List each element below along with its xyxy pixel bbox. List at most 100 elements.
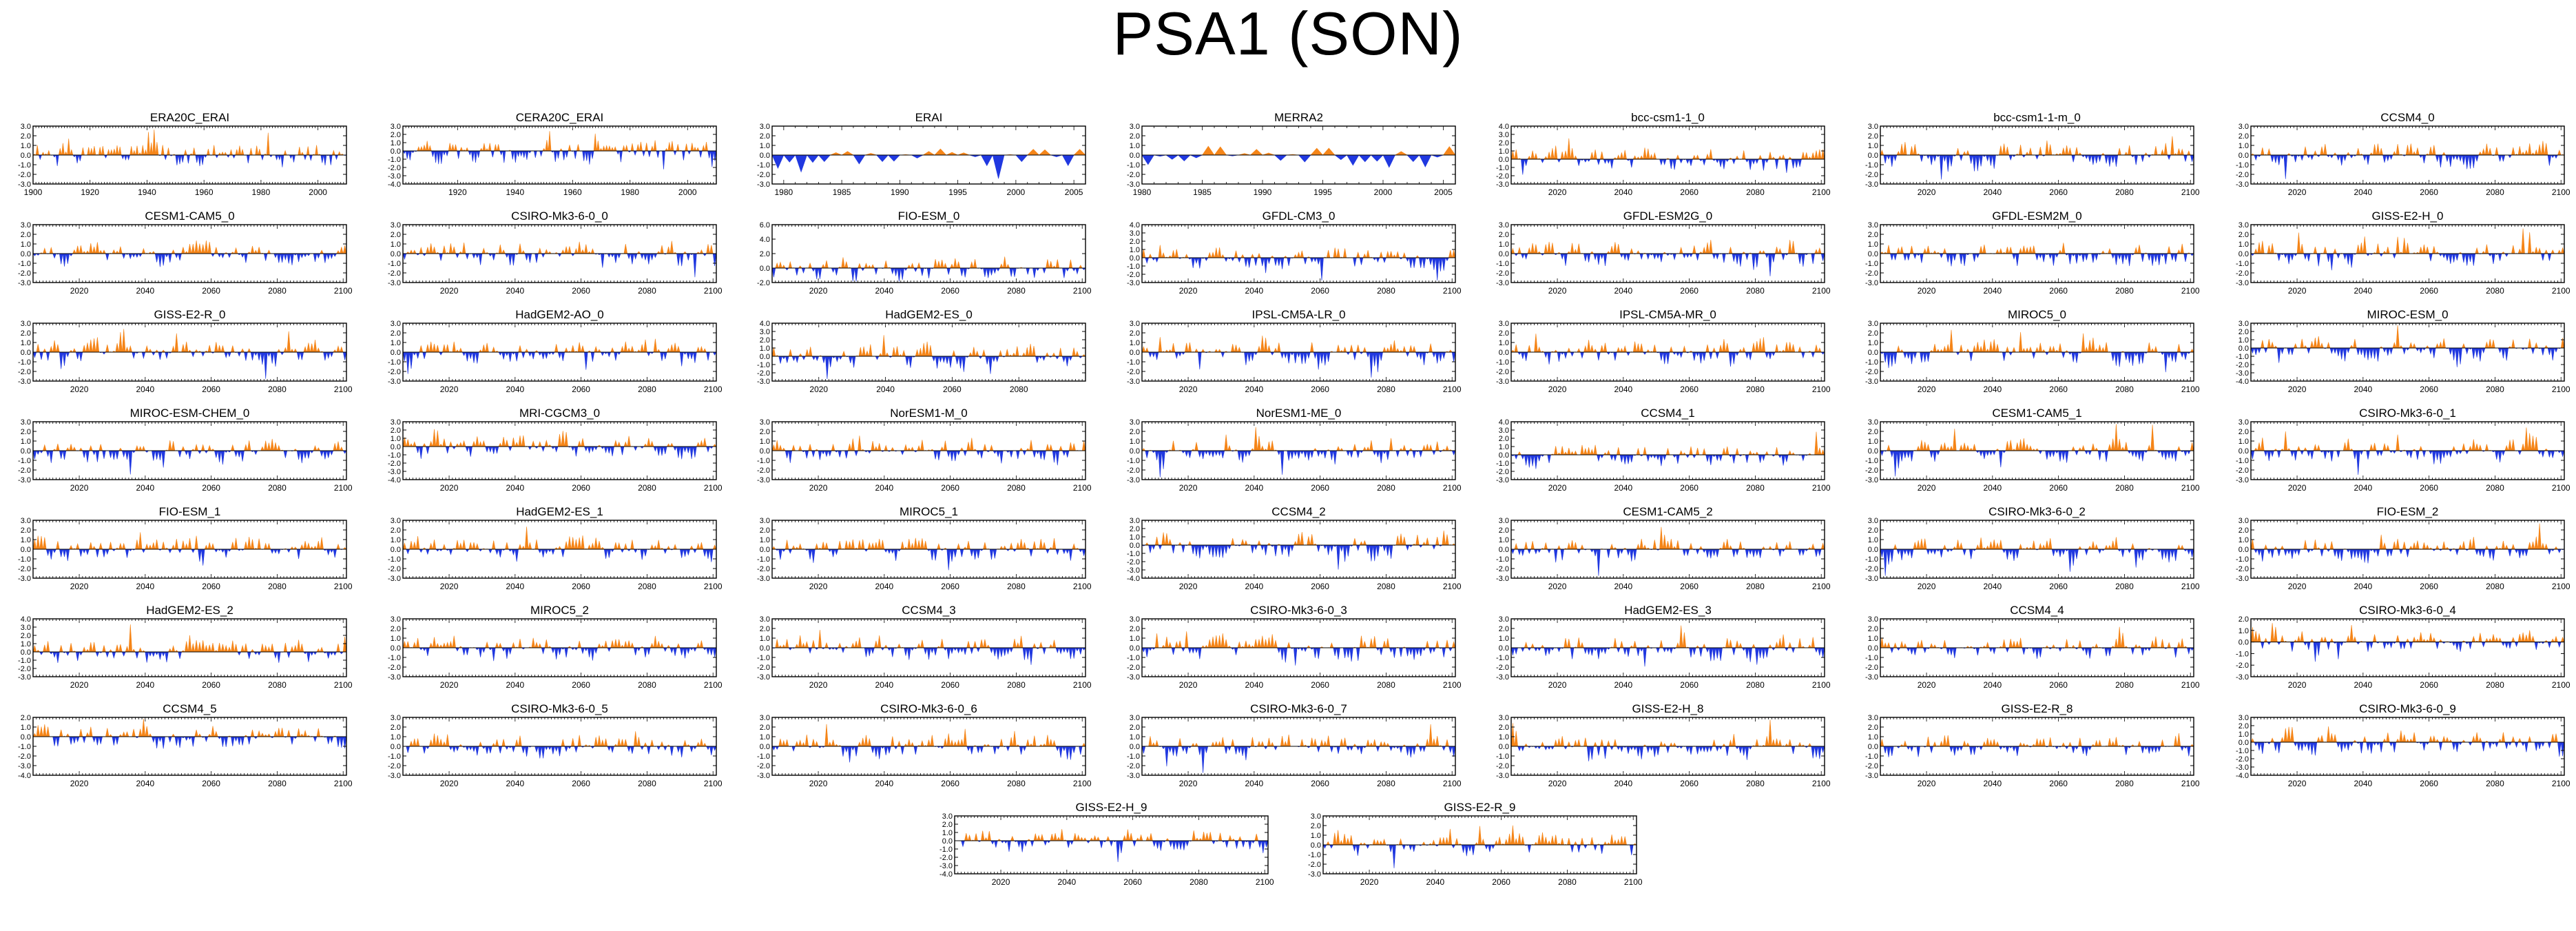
y-tick-label: -2.0 [18,368,31,376]
x-tick-label: 2000 [1374,187,1393,197]
x-tick-label: 2080 [2486,385,2504,394]
positive-area [402,429,717,447]
panel-title: bcc-csm1-1-m_0 [1993,111,2081,124]
y-tick-label: 3.0 [1130,123,1140,131]
y-tick-label: -1.0 [18,260,31,268]
x-tick-label: 1985 [1193,187,1212,197]
y-tick-label: 3.0 [760,328,770,336]
chart-panel: ERAI 3.02.01.0 0.0-1.0-2.0 -3.0 1980 1985 1990… [757,111,1086,197]
y-tick-label: 3.0 [21,221,31,229]
x-tick-label: 1900 [24,187,43,197]
negative-area [1514,253,1825,276]
y-tick-label: -2.0 [18,269,31,278]
chart-panel: CCSM4_0 3.02.01.0 0.0-1.0-2.0 -3.0 2020 2040 2… [2236,111,2570,197]
y-tick-label: 2.0 [2239,132,2249,141]
x-tick-label: 1990 [891,187,909,197]
panel-title: CESM1-CAM5_0 [145,209,234,223]
chart-panel: MIROC-ESM_0 3.02.01.00.0-1.0-2.0-3.0-4.0 2… [2236,308,2570,394]
y-tick-label: -1.0 [1127,263,1140,271]
y-tick-label: 0.0 [21,152,31,160]
chart-panel: HadGEM2-ES_0 4.03.02.01.00.0-1.0-2.0-3.0 2… [757,308,1086,394]
chart-panel: GISS-E2-H_0 3.0 2.0 1.00.0 -1.0-2.0-3.0 2020 2… [2236,209,2570,296]
y-tick-label: 1.0 [1130,142,1140,150]
negative-area [32,253,337,267]
y-tick-label: -4.0 [388,476,401,484]
y-tick-label: -3.0 [18,378,31,386]
x-tick-label: 2040 [1245,286,1263,296]
chart-panel: MIROC-ESM-CHEM_0 3.02.0 1.00.0-1.0 -2.0-3.0… [18,407,353,493]
x-tick-label: 2020 [1179,385,1198,394]
x-tick-label: 2100 [1073,286,1092,296]
y-tick-label: -2.0 [1865,368,1878,376]
positive-area [830,148,1086,156]
figure-title: PSA1 (SON) [1112,0,1464,68]
positive-area [39,240,347,254]
x-tick-label: 2060 [1311,385,1329,394]
x-tick-label: 2100 [2181,385,2200,394]
y-tick-label: -2.0 [1127,271,1140,279]
y-tick-label: -2.0 [388,368,401,376]
y-tick-label: -1.0 [1496,260,1509,268]
y-tick-label: -3.0 [18,181,31,189]
panel-title: ERAI [915,111,943,124]
x-tick-label: 2020 [1548,286,1567,296]
y-tick-label: 0.0 [391,443,401,451]
y-tick-label: 3.0 [1868,320,1878,328]
positive-area [2254,228,2565,254]
panel-title: NorESM1-M_0 [890,407,967,420]
x-tick-label: 2060 [572,286,590,296]
y-tick-label: -1.0 [1496,164,1509,172]
x-tick-label: 2080 [1007,286,1026,296]
y-tick-label: 0.0 [2239,345,2249,353]
y-tick-label: -3.0 [388,468,401,476]
y-tick-label: -4.0 [388,181,401,189]
y-tick-label: -3.0 [1127,378,1140,386]
negative-area [785,450,1083,466]
x-tick-label: 2060 [1680,286,1699,296]
y-tick-label: -2.0 [2236,269,2249,278]
y-tick-label: 2.0 [1130,132,1140,141]
positive-area [417,131,708,152]
x-tick-label: 2020 [2288,385,2307,394]
x-tick-label: 2040 [2354,187,2372,197]
positive-area [771,436,1086,451]
x-tick-label: 1920 [448,187,467,197]
y-tick-label: 2.0 [21,132,31,141]
x-tick-label: 2100 [1443,286,1462,296]
y-tick-label: 0.0 [1868,152,1878,160]
y-tick-label: 0.0 [2239,250,2249,258]
x-tick-label: 2080 [268,385,287,394]
x-tick-label: 2005 [1434,187,1453,197]
panel-title: CERA20C_ERAI [516,111,604,124]
chart-panel: MIROC5_0 3.02.01.0 0.0-1.0-2.0 -3.0 2020 2040… [1865,308,2200,394]
y-tick-label: -4.0 [2236,378,2249,386]
y-tick-label: -1.0 [1127,358,1140,367]
panel-title: GISS-E2-R_0 [154,308,226,321]
panel-title: HadGEM2-AO_0 [515,308,604,321]
negative-area [2254,154,2558,179]
x-tick-label: 2100 [2181,286,2200,296]
y-tick-label: 2.0 [760,336,770,345]
x-tick-label: 2080 [1746,385,1765,394]
x-tick-label: 2060 [202,483,220,493]
x-tick-label: 2020 [70,385,89,394]
x-tick-label: 2020 [1918,187,1936,197]
y-tick-label: -2.0 [757,467,770,475]
y-tick-label: 1.0 [391,241,401,249]
x-tick-label: 2040 [136,483,154,493]
x-tick-label: 2060 [202,385,220,394]
x-tick-label: 2100 [334,385,353,394]
positive-area [419,338,707,353]
x-tick-label: 2060 [572,483,590,493]
x-tick-label: 2040 [506,286,524,296]
y-tick-label: 1.0 [21,142,31,150]
y-tick-label: -3.0 [1865,279,1878,287]
y-tick-label: -1.0 [388,156,401,164]
y-tick-label: -3.0 [2236,181,2249,189]
y-tick-label: -3.0 [1496,279,1509,287]
y-tick-label: -1.0 [18,457,31,465]
y-tick-label: 2.0 [760,132,770,141]
